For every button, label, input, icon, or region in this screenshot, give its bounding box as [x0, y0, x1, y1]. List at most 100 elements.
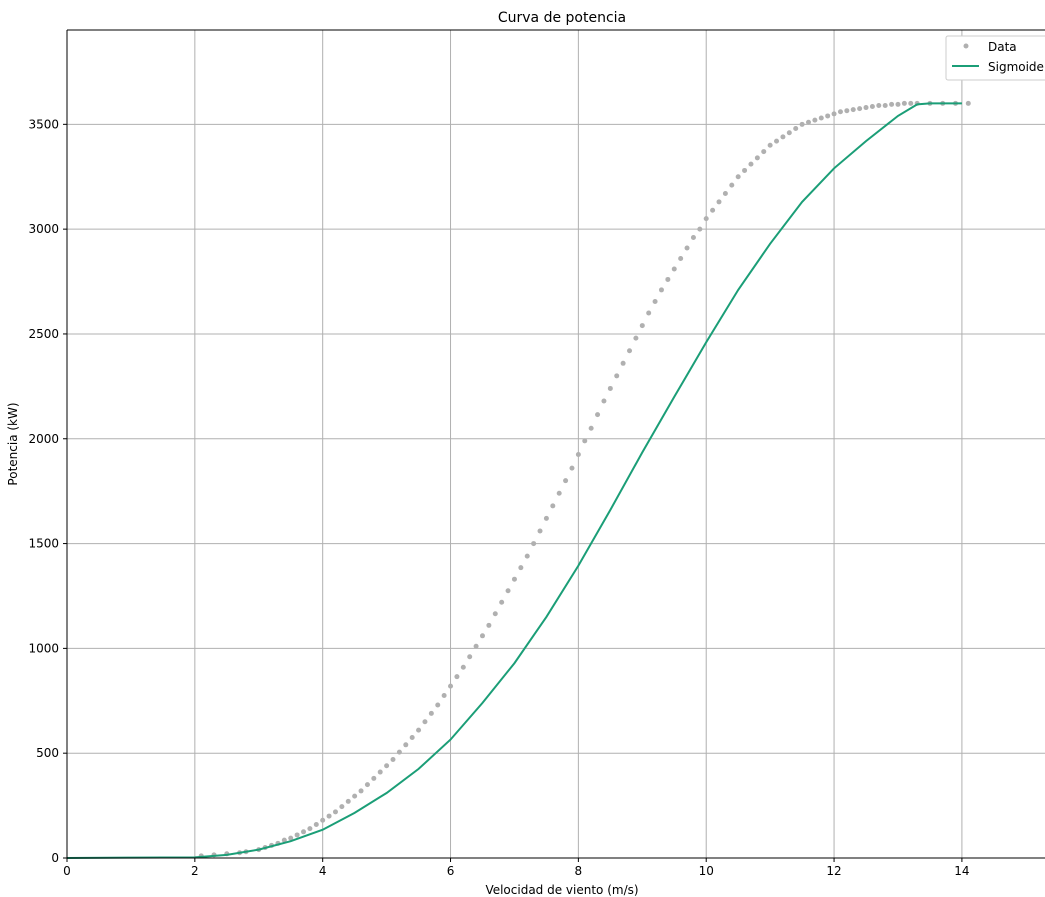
- scatter-point: [652, 298, 658, 304]
- scatter-point: [518, 565, 524, 571]
- scatter-point: [837, 109, 843, 115]
- scatter-point: [678, 255, 684, 261]
- scatter-point: [690, 235, 696, 241]
- scatter-point: [722, 191, 728, 197]
- scatter-point: [511, 576, 517, 582]
- y-tick-label: 2500: [28, 327, 59, 341]
- scatter-point: [301, 829, 307, 835]
- scatter-point: [320, 817, 326, 823]
- scatter-point: [384, 763, 390, 769]
- scatter-point: [575, 451, 581, 457]
- x-axis-label: Velocidad de viento (m/s): [485, 883, 638, 897]
- scatter-point: [901, 100, 907, 106]
- x-tick-label: 6: [447, 864, 455, 878]
- scatter-point: [595, 412, 601, 418]
- scatter-point: [850, 107, 856, 113]
- scatter-point: [499, 599, 505, 605]
- scatter-point: [543, 515, 549, 521]
- scatter-point: [761, 149, 767, 155]
- x-tick-label: 14: [954, 864, 969, 878]
- scatter-point: [665, 276, 671, 282]
- scatter-point: [460, 664, 466, 670]
- scatter-point: [793, 126, 799, 132]
- x-tick-label: 10: [699, 864, 714, 878]
- scatter-point: [588, 425, 594, 431]
- x-tick-label: 2: [191, 864, 199, 878]
- scatter-point: [869, 104, 875, 110]
- scatter-point: [710, 207, 716, 213]
- scatter-point: [326, 813, 332, 819]
- chart-title: Curva de potencia: [498, 10, 626, 26]
- scatter-point: [422, 719, 428, 725]
- scatter-point: [582, 438, 588, 444]
- grid: [66, 30, 1045, 859]
- scatter-point: [364, 782, 370, 788]
- scatter-point: [345, 798, 351, 804]
- y-tick-label: 2000: [28, 432, 59, 446]
- scatter-point: [409, 734, 415, 740]
- scatter-point: [729, 182, 735, 188]
- scatter-point: [537, 528, 543, 534]
- scatter-point: [716, 199, 722, 205]
- scatter-point: [524, 553, 530, 559]
- scatter-point: [671, 266, 677, 272]
- scatter-point: [697, 226, 703, 232]
- scatter-point: [467, 654, 473, 660]
- scatter-point: [799, 121, 805, 127]
- scatter-point: [965, 100, 971, 106]
- scatter-point: [492, 611, 498, 617]
- scatter-point: [863, 105, 869, 111]
- scatter-point: [550, 503, 556, 509]
- scatter-point: [339, 804, 345, 810]
- scatter-point: [831, 111, 837, 117]
- scatter-point: [505, 588, 511, 594]
- scatter-point: [531, 541, 537, 547]
- scatter-point: [435, 702, 441, 708]
- scatter-point: [844, 108, 850, 114]
- scatter-point: [748, 161, 754, 167]
- scatter-point: [307, 826, 313, 832]
- scatter-point: [876, 102, 882, 108]
- scatter-point: [556, 490, 562, 496]
- scatter-point: [639, 323, 645, 329]
- scatter-point: [754, 155, 760, 161]
- scatter-point: [563, 478, 569, 484]
- scatter-point: [812, 117, 818, 123]
- y-tick-label: 3500: [28, 117, 59, 131]
- scatter-point: [633, 335, 639, 341]
- scatter-point: [895, 101, 901, 107]
- legend: Data Sigmoide: [945, 35, 1045, 81]
- x-tick-label: 12: [826, 864, 841, 878]
- scatter-point: [454, 674, 460, 680]
- scatter-point: [448, 683, 454, 689]
- scatter-point: [601, 398, 607, 404]
- scatter-point: [403, 742, 409, 748]
- scatter-point: [486, 622, 492, 628]
- scatter-point: [818, 115, 824, 121]
- scatter-point: [646, 310, 652, 316]
- scatter-point: [313, 821, 319, 827]
- scatter-point: [390, 756, 396, 762]
- scatter-point: [377, 769, 383, 775]
- legend-data-marker: [963, 43, 969, 49]
- scatter-point: [396, 749, 402, 755]
- tick-labels: 0 2 4 6 8 10 12 14 0 500 1000 1500 2000 2500 3000 3500: [28, 117, 969, 878]
- scatter-point: [825, 113, 831, 119]
- scatter-point: [684, 245, 690, 251]
- scatter-point: [416, 727, 422, 733]
- y-axis-label: Potencia (kW): [6, 402, 20, 485]
- x-tick-label: 8: [575, 864, 583, 878]
- scatter-point: [614, 373, 620, 379]
- y-tick-label: 500: [36, 746, 59, 760]
- y-tick-label: 1000: [28, 641, 59, 655]
- scatter-point: [294, 832, 300, 838]
- scatter-point: [428, 710, 434, 716]
- legend-box: [945, 35, 1045, 81]
- scatter-point: [786, 130, 792, 136]
- scatter-point: [607, 385, 613, 391]
- scatter-point: [742, 167, 748, 173]
- scatter-point: [627, 348, 633, 354]
- scatter-point: [774, 138, 780, 144]
- axes: [63, 29, 1045, 862]
